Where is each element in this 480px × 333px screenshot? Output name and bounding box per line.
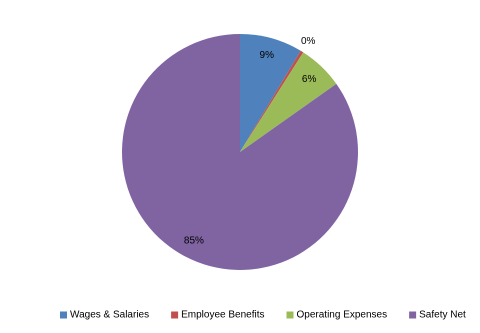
data-label: 9% (260, 50, 275, 61)
legend-swatch (60, 311, 67, 319)
pie-slice (240, 50, 304, 152)
legend-label: Wages & Salaries (70, 310, 149, 321)
data-label: 6% (302, 74, 317, 85)
legend-label: Employee Benefits (181, 310, 264, 321)
legend-swatch (409, 311, 417, 319)
data-label: 0% (301, 36, 316, 47)
pie-slice (240, 52, 337, 152)
legend-label: Safety Net (419, 310, 466, 321)
pie-slice (122, 34, 359, 270)
data-label: 85% (184, 236, 204, 247)
legend-swatch (286, 311, 294, 319)
legend-label: Operating Expenses (297, 310, 388, 321)
pie-slice (240, 34, 301, 152)
legend-swatch (171, 311, 179, 319)
